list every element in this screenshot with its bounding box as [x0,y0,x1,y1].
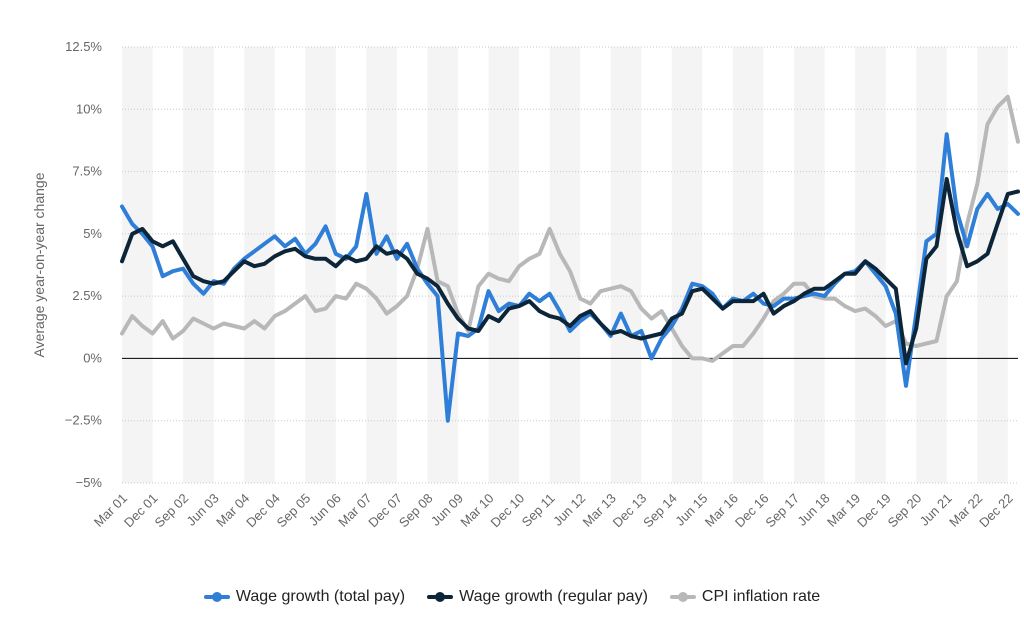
y-axis-ticks: −5% −2.5% 0% 2.5% 5% 7.5% 10% 12.5% [65,39,103,490]
column-band [671,47,703,483]
column-band [977,47,1008,483]
gridlines [122,46,1018,484]
x-tick-label: Dec 01 [121,491,161,531]
y-tick-label: −2.5% [65,413,103,428]
legend-item-total-pay[interactable]: Wage growth (total pay) [203,588,406,606]
x-tick-label: Sep 14 [640,491,680,531]
y-tick-label: 0% [83,350,102,365]
x-tick-label: Dec 22 [976,491,1016,531]
x-tick-label: Dec 07 [365,491,405,531]
series-line-cpi[interactable] [120,94,1020,363]
legend-swatch-cpi [669,592,696,602]
legend-label-cpi: CPI inflation rate [701,588,821,605]
y-tick-label: 7.5% [72,164,102,179]
column-band [427,47,458,483]
x-tick-label: Sep 05 [274,491,314,531]
y-axis-label: Average year-on-year change [31,172,47,357]
legend: Wage growth (total pay) Wage growth (reg… [0,588,1024,606]
legend-item-cpi[interactable]: CPI inflation rate [669,588,821,606]
column-band [305,47,336,483]
y-tick-label: −5% [76,475,103,490]
x-tick-label: Dec 04 [243,491,283,531]
series-line-regular[interactable] [120,177,1020,366]
column-band [122,47,153,483]
column-band [488,47,520,483]
series-lines [120,94,1020,423]
y-tick-label: 10% [76,101,102,116]
column-band [794,47,825,483]
y-tick-label: 2.5% [72,288,102,303]
x-tick-label: Sep 11 [519,491,558,530]
x-tick-label: Sep 20 [885,491,925,531]
column-band [610,47,642,483]
y-tick-label: 5% [83,226,102,241]
column-band [916,47,947,483]
legend-label-regular-pay: Wage growth (regular pay) [459,588,648,605]
legend-swatch-total-pay [203,592,230,602]
x-tick-label: Dec 10 [487,491,527,531]
legend-label-total-pay: Wage growth (total pay) [235,588,406,605]
legend-swatch-regular-pay [427,592,454,602]
column-band [732,47,764,483]
x-tick-label: Sep 17 [762,491,802,531]
legend-item-regular-pay[interactable]: Wage growth (regular pay) [427,588,648,606]
y-tick-label: 12.5% [65,39,102,54]
x-tick-label: Sep 08 [396,491,436,531]
x-tick-label: Sep 02 [151,491,191,531]
alternating-column-bands [122,47,1008,483]
column-band [366,47,397,483]
x-tick-label: Dec 19 [854,491,894,531]
